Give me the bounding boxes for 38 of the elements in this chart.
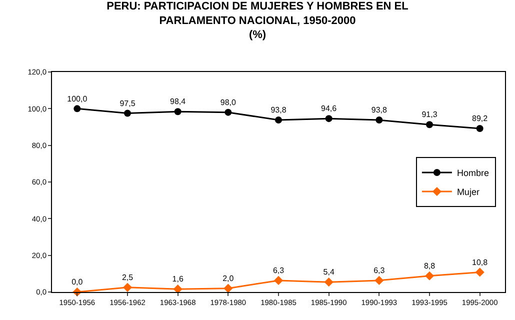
data-label: 91,3 [422, 110, 438, 120]
legend-label: Mujer [456, 187, 480, 198]
point [376, 116, 383, 124]
point [74, 105, 81, 112]
data-label: 5,4 [323, 268, 335, 277]
data-label: 1,6 [172, 274, 184, 284]
data-label: 2,5 [122, 273, 134, 282]
data-label: 2,0 [222, 274, 234, 283]
point [274, 276, 284, 285]
point [424, 271, 434, 280]
point [374, 276, 384, 285]
point [224, 108, 232, 116]
data-label: 94,6 [321, 104, 338, 114]
data-label: 93,8 [371, 106, 388, 115]
point [475, 268, 484, 277]
data-label: 10,8 [472, 258, 488, 267]
point [122, 282, 132, 292]
point [325, 115, 332, 122]
data-label: 98,4 [170, 97, 186, 106]
data-label: 8,8 [424, 261, 436, 270]
data-label: 89,2 [472, 114, 488, 124]
point [324, 278, 334, 287]
legend-label: Hombre [456, 168, 489, 178]
data-label: 93,8 [270, 106, 287, 115]
data-label: 98,0 [220, 98, 236, 107]
point [275, 116, 282, 124]
point [173, 284, 182, 294]
data-label: 6,3 [272, 266, 285, 276]
point [426, 121, 433, 128]
point [124, 110, 131, 117]
point [224, 284, 233, 293]
point [476, 124, 484, 132]
data-label: 0,0 [72, 278, 84, 287]
data-label: 6,3 [374, 266, 386, 276]
point [174, 108, 182, 116]
data-label: 97,5 [120, 98, 136, 108]
data-label: 100,0 [67, 94, 88, 104]
chart-title: PERU: PARTICIPACION DE MUJERES Y HOMBRES EN EL PARLAMENTO NACIONAL, 1950-2000 (%) [106, 0, 409, 42]
